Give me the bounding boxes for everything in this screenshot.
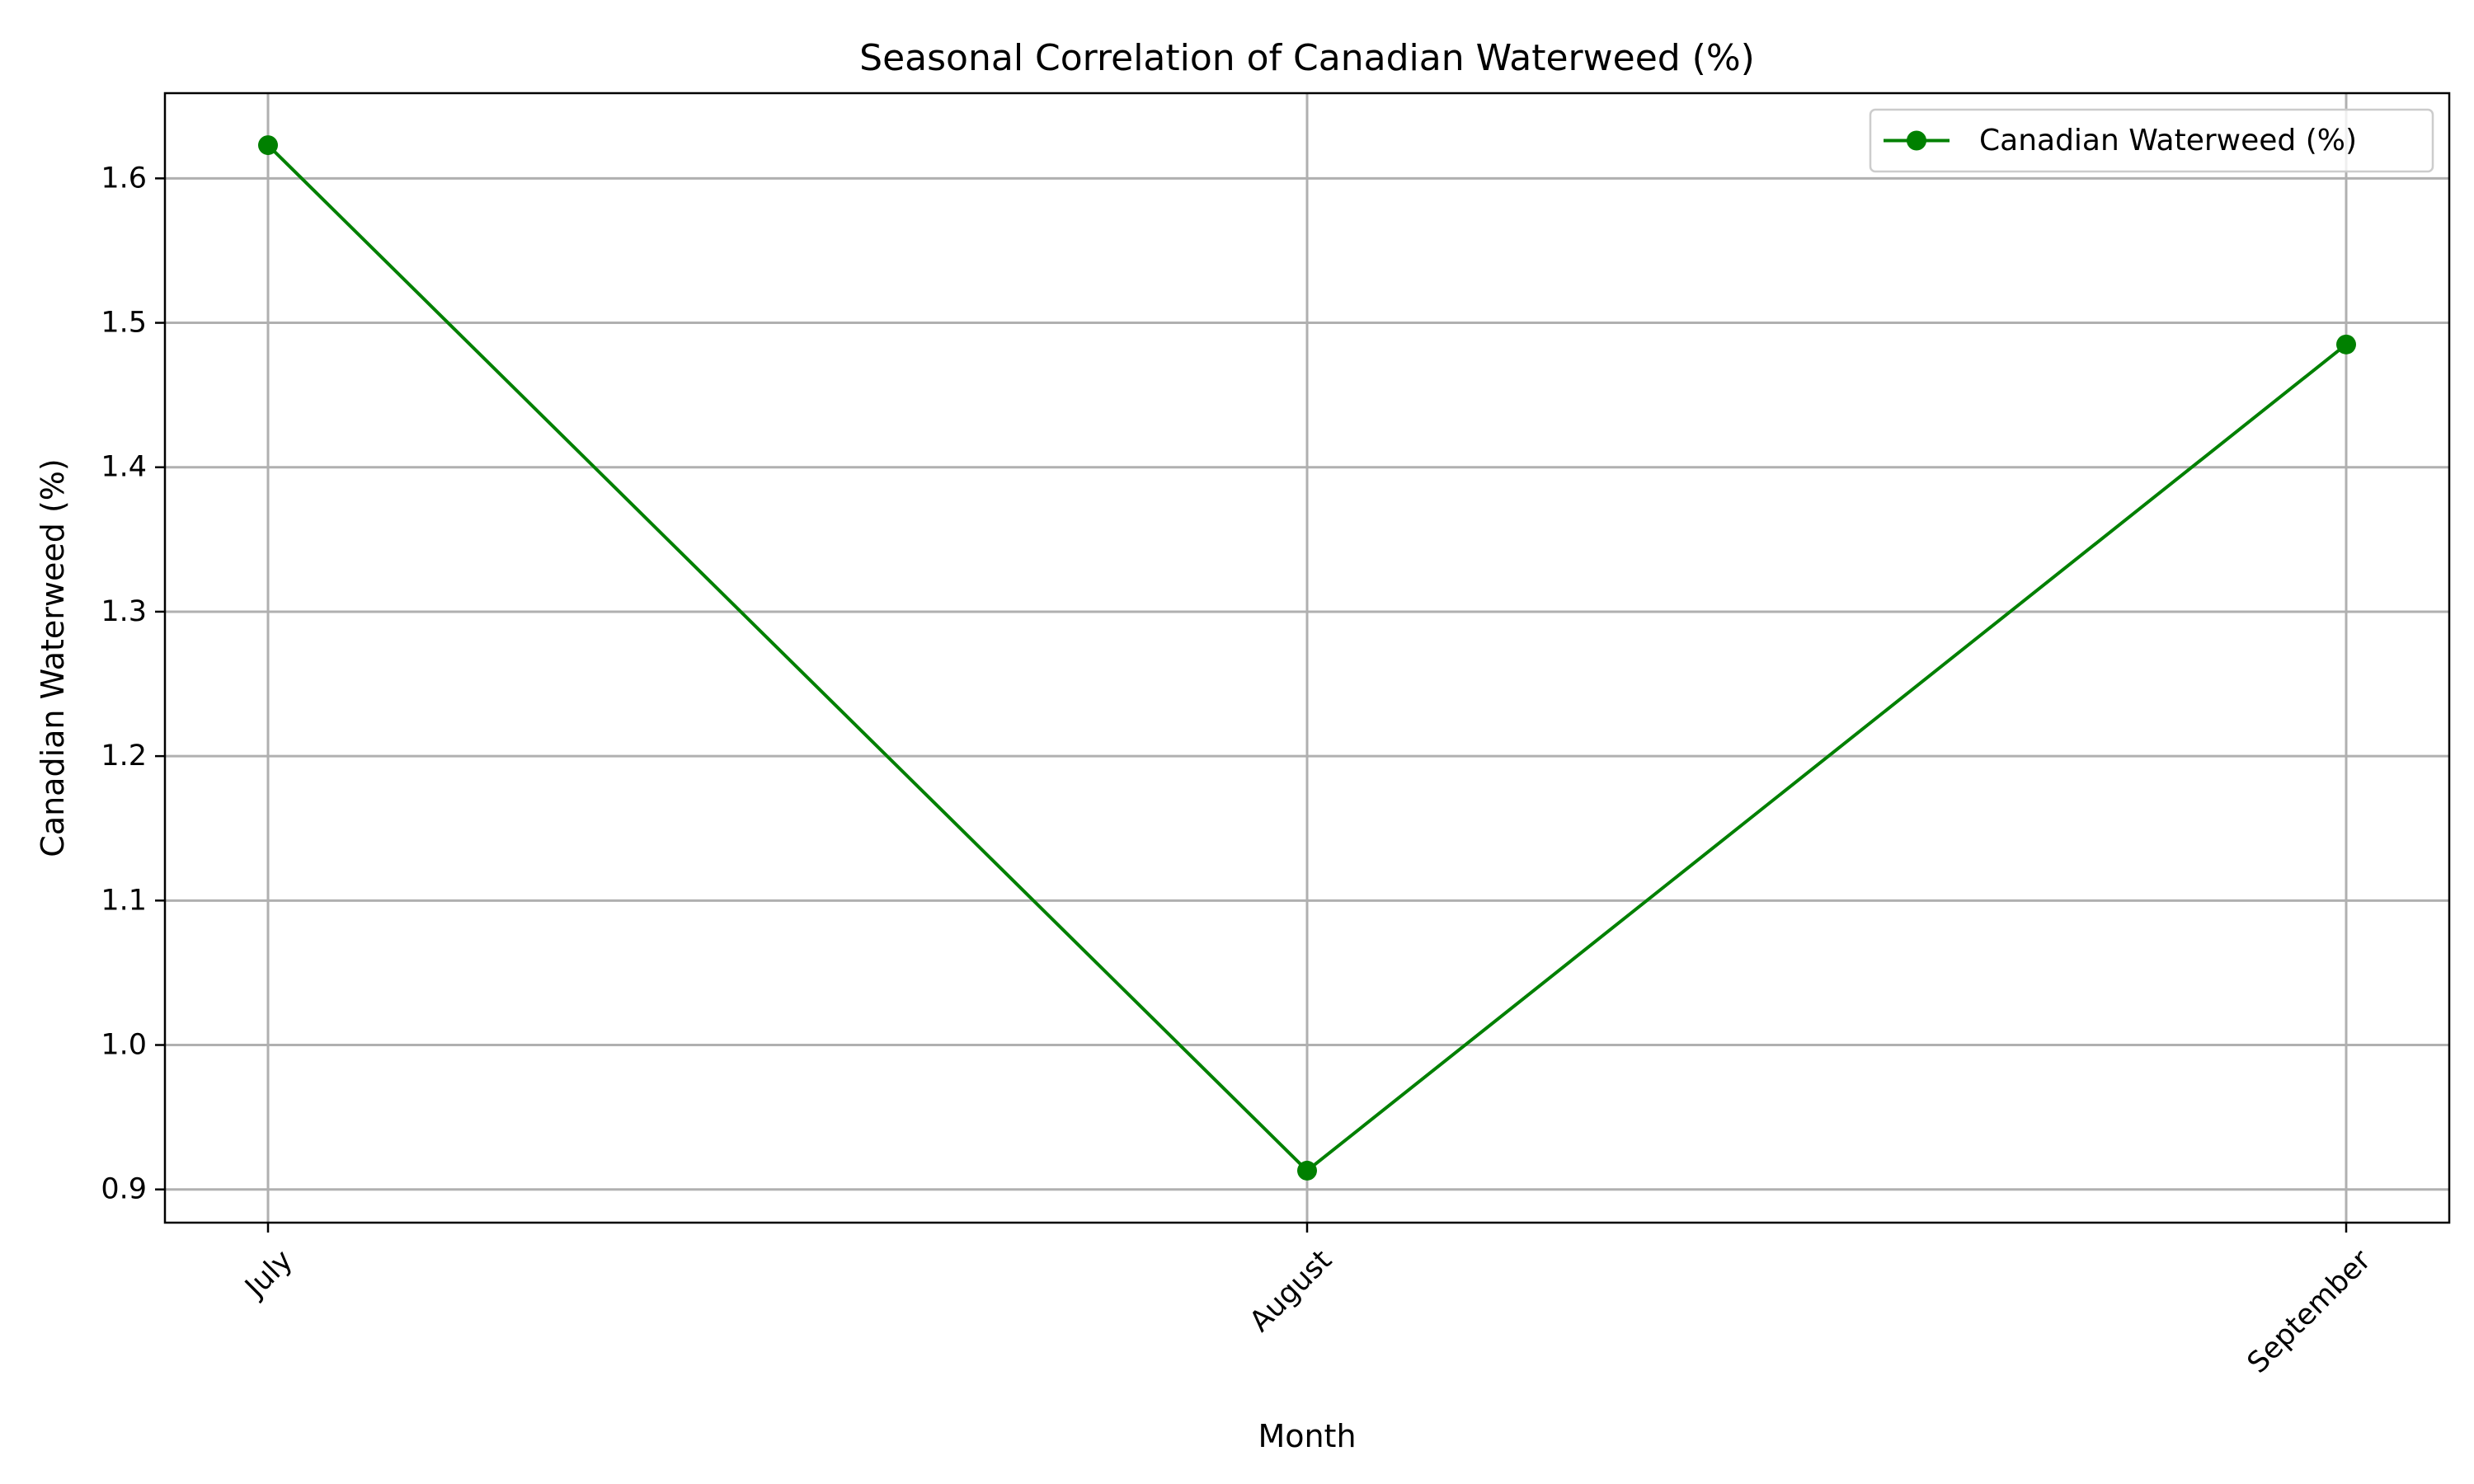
x-tick-label: August: [1244, 1244, 1338, 1339]
data-point: [258, 135, 278, 156]
y-tick-label: 1.4: [101, 451, 147, 484]
y-tick-label: 1.2: [101, 740, 147, 773]
x-tick-label: September: [2241, 1243, 2378, 1380]
data-point: [2336, 334, 2356, 355]
x-axis-label: Month: [1258, 1418, 1356, 1454]
series-layer: [258, 135, 2356, 1181]
x-tick-label: July: [238, 1244, 299, 1305]
legend-entry-label: Canadian Waterweed (%): [1979, 124, 2357, 157]
legend: Canadian Waterweed (%): [1869, 108, 2434, 173]
y-axis-label: Canadian Waterweed (%): [35, 458, 71, 857]
legend-marker-swatch: [1907, 130, 1926, 151]
data-point: [1297, 1160, 1317, 1181]
y-tick-label: 1.6: [101, 162, 147, 195]
y-tick-label: 1.5: [101, 307, 147, 340]
chart-title: Seasonal Correlation of Canadian Waterwe…: [859, 37, 1755, 79]
grid: [165, 93, 2449, 1223]
y-tick-label: 1.0: [101, 1029, 147, 1062]
legend-box: [1869, 108, 2434, 173]
y-tick-label: 0.9: [101, 1173, 147, 1206]
y-tick-label: 1.1: [101, 884, 147, 917]
axis-ticks: 0.9 1.0 1.1 1.2 1.3 1.4 1.5 1.6 July August Septem…: [101, 162, 2378, 1379]
y-tick-label: 1.3: [101, 595, 147, 628]
